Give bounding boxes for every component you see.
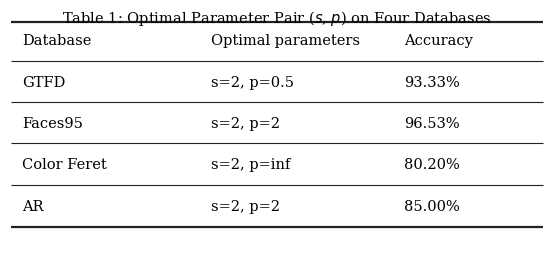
Text: 96.53%: 96.53% — [404, 117, 460, 131]
Text: s=2, p=inf: s=2, p=inf — [211, 158, 290, 172]
Text: s=2, p=0.5: s=2, p=0.5 — [211, 76, 294, 90]
Text: 93.33%: 93.33% — [404, 76, 460, 90]
Text: Table 1: Optimal Parameter Pair ($s$, $p$) on Four Databases: Table 1: Optimal Parameter Pair ($s$, $p… — [62, 9, 492, 28]
Text: AR: AR — [22, 200, 44, 214]
Text: Color Feret: Color Feret — [22, 158, 107, 172]
Text: Database: Database — [22, 34, 91, 48]
Text: s=2, p=2: s=2, p=2 — [211, 200, 280, 214]
Text: s=2, p=2: s=2, p=2 — [211, 117, 280, 131]
Text: Accuracy: Accuracy — [404, 34, 473, 48]
Text: 80.20%: 80.20% — [404, 158, 460, 172]
Text: 85.00%: 85.00% — [404, 200, 460, 214]
Text: GTFD: GTFD — [22, 76, 65, 90]
Text: Optimal parameters: Optimal parameters — [211, 34, 360, 48]
Text: Faces95: Faces95 — [22, 117, 83, 131]
